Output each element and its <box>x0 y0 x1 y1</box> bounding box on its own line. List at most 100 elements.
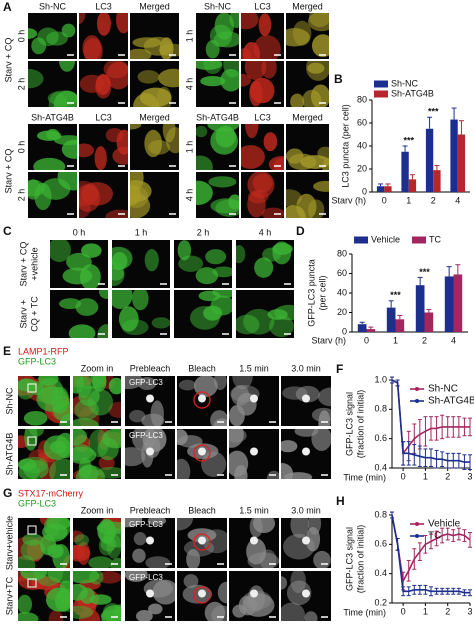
time-label: 1 h <box>184 141 194 154</box>
cell <box>95 74 112 99</box>
cell <box>18 612 39 621</box>
x-axis-label: Time (min) <box>343 607 386 617</box>
cell <box>307 62 325 74</box>
puncta <box>146 589 154 598</box>
column-header: LC3 <box>254 1 271 11</box>
cell <box>34 182 52 211</box>
cell <box>78 464 99 479</box>
cell <box>177 458 191 479</box>
error-bar <box>445 527 450 541</box>
puncta <box>146 447 154 456</box>
error-bar <box>462 417 467 437</box>
cell <box>259 549 277 568</box>
error-bar <box>423 535 428 554</box>
micrograph <box>130 172 179 218</box>
cell <box>46 524 59 537</box>
time-label: 2 h <box>16 189 26 202</box>
cell <box>261 207 284 218</box>
cell <box>249 80 263 107</box>
y-tick-label: 60 <box>337 268 347 278</box>
cell <box>79 143 94 158</box>
column-header: Prebleach <box>130 505 171 515</box>
y-tick-label: 20 <box>357 163 367 173</box>
cell <box>49 440 67 454</box>
error-bar <box>397 314 403 320</box>
panel-letter: E <box>3 344 11 358</box>
error-bar <box>451 416 456 438</box>
error-bar <box>390 511 394 519</box>
legend-marker <box>415 399 419 403</box>
bar <box>376 186 385 192</box>
cell <box>148 603 163 615</box>
micrograph <box>18 518 70 568</box>
cell <box>253 35 281 59</box>
column-header: Merged <box>139 1 170 11</box>
cell <box>116 13 128 34</box>
column-header: Sh-NC <box>39 1 67 11</box>
error-bar <box>417 542 422 561</box>
cell <box>165 127 179 154</box>
bar <box>444 276 454 332</box>
cell <box>46 31 68 46</box>
marker-label: GFP-LC3 <box>18 356 56 366</box>
cell <box>236 245 246 264</box>
row-label: Starv + <box>18 300 28 329</box>
column-header: Bleach <box>188 363 216 373</box>
column-header: Merged <box>292 112 323 122</box>
legend-marker <box>415 387 419 391</box>
error-bar <box>458 120 464 135</box>
x-tick-label: 2 <box>445 606 450 616</box>
column-header: LC3 <box>95 1 112 11</box>
y-axis-label: LC3 puncta (per cell) <box>340 104 350 188</box>
y-axis-label: GFP-LC3 signal <box>344 527 354 591</box>
column-header: 1.5 min <box>239 363 269 373</box>
cell <box>87 389 114 416</box>
cell <box>147 518 167 526</box>
cell <box>59 580 70 593</box>
cell <box>231 385 250 406</box>
cell <box>304 611 318 621</box>
row-label: Starv + CQ <box>3 38 13 83</box>
bar <box>433 170 441 192</box>
puncta <box>146 536 154 545</box>
micrograph <box>286 13 329 59</box>
error-bar <box>451 587 456 595</box>
cell <box>252 518 276 534</box>
micrograph <box>286 124 329 170</box>
micrograph <box>73 518 121 568</box>
cell <box>108 377 121 395</box>
cell <box>103 603 121 620</box>
cell <box>137 70 160 84</box>
cell <box>97 519 116 543</box>
cell <box>217 581 227 604</box>
marker-label: STX17-mCherry <box>18 488 84 498</box>
column-header: 0 h <box>73 227 86 237</box>
error-bar <box>456 452 461 469</box>
cell <box>73 583 88 601</box>
cell <box>96 466 121 479</box>
error-bar <box>406 559 411 582</box>
significance: *** <box>390 290 401 300</box>
micrograph <box>130 61 179 107</box>
cell <box>308 199 325 218</box>
row-label: Starv + CQ <box>3 149 13 194</box>
error-bar <box>406 441 411 466</box>
y-tick-label: 0 <box>362 186 367 196</box>
panel-letter: B <box>334 72 343 86</box>
micrograph <box>28 124 77 170</box>
cell <box>274 304 294 321</box>
cell <box>229 13 239 29</box>
micrograph <box>177 429 227 479</box>
error-bar <box>417 445 422 468</box>
cell <box>313 180 329 192</box>
cell <box>311 34 329 58</box>
x-tick-label: 4 <box>455 195 460 205</box>
error-bar <box>456 587 461 595</box>
error-bar <box>402 145 408 152</box>
legend-label: TC <box>429 234 441 244</box>
micrograph <box>236 290 294 338</box>
error-bar <box>401 586 406 597</box>
time-label: 2 h <box>16 78 26 91</box>
x-axis-label: Time (min) <box>343 472 386 482</box>
cell <box>210 198 239 214</box>
